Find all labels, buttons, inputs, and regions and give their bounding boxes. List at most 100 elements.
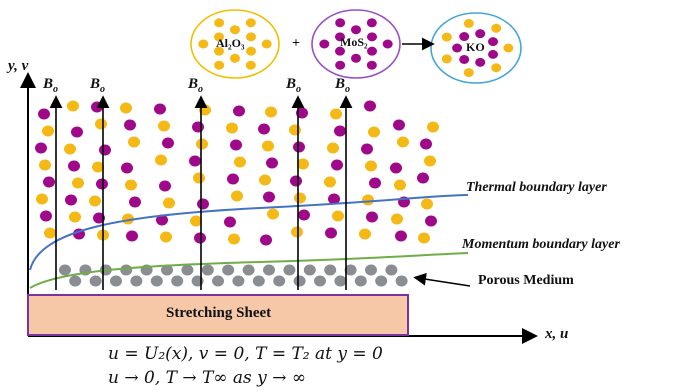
nanoparticle [124, 119, 136, 131]
nanoparticle [297, 158, 309, 170]
porous-particle [232, 275, 245, 287]
ball-particle [198, 39, 209, 49]
porous-particle [181, 264, 194, 276]
ball-particle [213, 46, 224, 56]
ball-particle [366, 60, 377, 70]
nanoparticle [38, 108, 50, 120]
porous-medium-label: Porous Medium [478, 273, 574, 288]
ball-particle [261, 39, 272, 49]
ball-particle [214, 18, 225, 28]
porous-particle [69, 275, 82, 287]
ball-particle [334, 32, 345, 42]
porous-particle [171, 275, 184, 287]
nanoparticle [44, 227, 56, 239]
nanoparticle [369, 177, 381, 189]
mos2-label: MoS₂ [340, 35, 368, 49]
ball-particle [246, 32, 257, 42]
porous-particle [252, 275, 265, 287]
nanoparticle [194, 232, 206, 244]
porous-particle [314, 275, 326, 287]
nanoparticle [259, 174, 271, 186]
nanoparticle [291, 226, 303, 238]
nanoparticle [190, 215, 202, 227]
ball-particle [463, 18, 474, 28]
porous-particle [263, 264, 275, 276]
al2o3-ball [190, 9, 280, 79]
nanoparticle [193, 172, 205, 184]
nanoparticle [68, 160, 80, 172]
porous-particle [303, 264, 316, 276]
nanoparticle [368, 126, 380, 138]
nanoparticle [92, 161, 104, 173]
sheet-label: Stretching Sheet [166, 305, 272, 321]
ball-particle [319, 39, 330, 49]
ball-particle [491, 63, 502, 73]
ball-particle [366, 18, 377, 28]
ball-particle [230, 53, 240, 63]
ball-particle [475, 57, 486, 67]
mos2-ball [311, 9, 401, 79]
nanoparticle [155, 154, 167, 166]
ball-particle [367, 32, 378, 42]
nanoparticle [89, 195, 101, 207]
boundary-condition-1: u = U₂(x), v = 0, T = T₂ at y = 0 [108, 344, 383, 364]
ball-particle [441, 32, 452, 42]
nanoparticle [71, 126, 83, 138]
ball-particle [491, 23, 502, 33]
nanoparticle [289, 124, 301, 136]
nanoparticle [330, 108, 342, 120]
nanoparticle [126, 230, 138, 242]
nanoparticle [69, 211, 81, 223]
nanoparticle [293, 141, 305, 153]
nanoparticle [424, 155, 436, 167]
porous-particle [242, 264, 255, 276]
nanoparticle [154, 103, 166, 115]
porous-particle [222, 264, 235, 276]
ball-particle [452, 43, 463, 53]
nanoparticle [266, 157, 278, 169]
nanoparticle [224, 216, 236, 228]
nanoparticle [364, 100, 376, 112]
x-axis-label: x, u [545, 326, 569, 342]
nanoparticle [327, 142, 339, 154]
porous-particle [395, 275, 408, 287]
nanoparticle [42, 125, 54, 137]
plus-sign: + [292, 36, 300, 51]
nanoparticle [99, 144, 111, 156]
al2o3-label: Al₂O₃ [216, 36, 245, 50]
nanoparticle [417, 172, 429, 184]
ball-particle [459, 54, 470, 64]
nanoparticle [397, 136, 409, 148]
nanoparticle [260, 234, 272, 246]
ball-particle [245, 18, 256, 28]
ball-particle [488, 37, 499, 47]
nanoparticle [263, 191, 275, 203]
porous-particle [150, 275, 163, 287]
nanoparticle [67, 100, 79, 112]
nanoparticle [43, 176, 55, 188]
ball-particle [335, 60, 346, 70]
nanoparticle [36, 193, 48, 205]
ball-particle [335, 18, 346, 28]
ball-particle [503, 43, 514, 53]
nanoparticle [72, 177, 84, 189]
nanoparticle [391, 213, 403, 225]
nanoparticle [294, 192, 306, 204]
ball-particle [213, 32, 224, 42]
nanoparticle [91, 101, 103, 113]
bo-label-3: Bo [188, 76, 204, 95]
ball-particle [382, 39, 393, 49]
nanoparticle [35, 142, 47, 154]
nanoparticle [418, 232, 430, 244]
nanoparticle [189, 155, 201, 167]
porous-particle [130, 275, 143, 287]
nanoparticle [40, 210, 52, 222]
porous-particle [89, 275, 102, 287]
nanoparticle [231, 190, 243, 202]
ball-particle [351, 53, 361, 63]
porous-particle [293, 275, 306, 287]
nanoparticle [334, 125, 346, 137]
nanoparticle [228, 233, 240, 245]
porous-particle [344, 264, 357, 276]
